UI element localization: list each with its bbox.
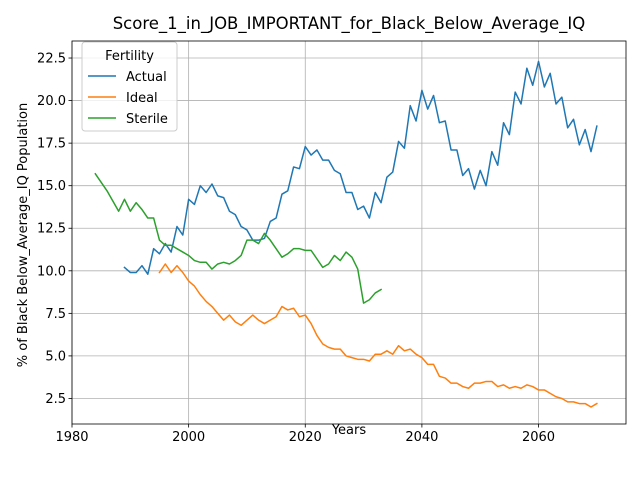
y-axis-label: % of Black Below_Average_IQ Population — [16, 103, 31, 367]
chart-title: Score_1_in_JOB_IMPORTANT_for_Black_Below… — [113, 14, 586, 34]
legend-label-sterile: Sterile — [126, 112, 168, 127]
y-tick-label: 17.5 — [37, 137, 66, 152]
y-tick-label: 10.0 — [37, 264, 66, 279]
y-tick-label: 5.0 — [45, 349, 66, 364]
y-tick-label: 7.5 — [45, 307, 66, 322]
x-axis-label: Years — [331, 423, 367, 438]
x-tick-label: 2020 — [289, 430, 322, 445]
y-tick-label: 15.0 — [37, 179, 66, 194]
y-tick-label: 22.5 — [37, 52, 66, 67]
y-tick-label: 12.5 — [37, 222, 66, 237]
x-tick-label: 2060 — [522, 430, 555, 445]
legend-label-ideal: Ideal — [126, 91, 158, 106]
y-tick-label: 2.5 — [45, 392, 66, 407]
x-tick-label: 2040 — [405, 430, 438, 445]
legend-label-actual: Actual — [126, 70, 167, 85]
x-tick-label: 2000 — [172, 430, 205, 445]
legend: Fertility Actual Ideal Sterile — [82, 42, 177, 131]
x-tick-label: 1980 — [55, 430, 88, 445]
legend-title: Fertility — [105, 49, 154, 64]
y-tick-label: 20.0 — [37, 94, 66, 109]
